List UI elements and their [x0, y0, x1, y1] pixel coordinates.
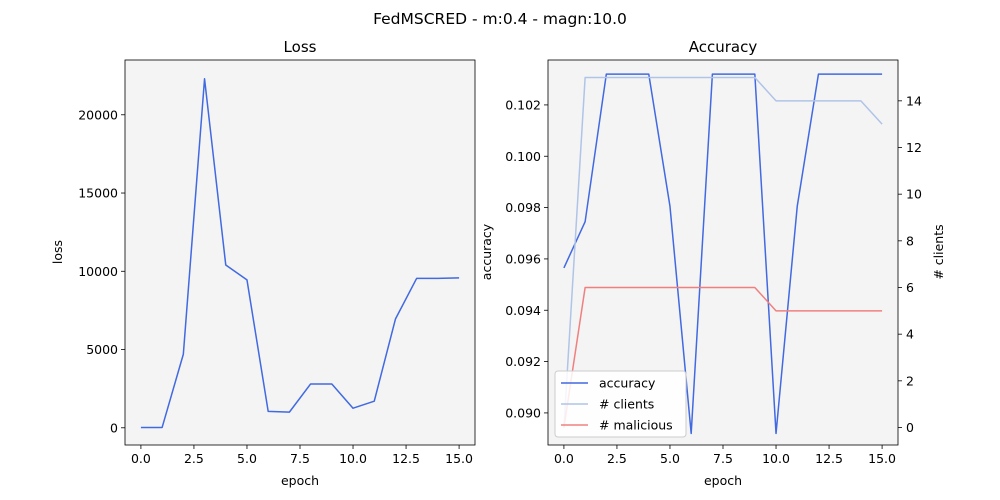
- loss-y-tick-label: 15000: [78, 186, 118, 201]
- accuracy-y-axis-label: accuracy: [479, 223, 494, 280]
- legend-frame: [554, 370, 687, 438]
- figure-suptitle: FedMSCRED - m:0.4 - magn:10.0: [373, 10, 627, 28]
- accuracy-y-tick-label: 0.096: [505, 251, 541, 266]
- loss-x-tick-label: 12.5: [392, 451, 420, 466]
- clients-y2-tick-label: 0: [906, 420, 914, 435]
- clients-y2-tick-label: 10: [906, 187, 922, 202]
- loss-lines: [140, 78, 460, 429]
- accuracy-x-tick-label: 10.0: [762, 451, 790, 466]
- accuracy-y-tick-label: 0.102: [505, 97, 541, 112]
- accuracy-ticks: 0.0 2.5 5.0 7.5 10.0 12.5 15.0 0.090 0.092 0.094 0…: [505, 93, 922, 466]
- loss-ticks: 0.0 2.5 5.0 7.5 10.0 12.5 15.0 0 5000 10000 15000 2…: [78, 107, 473, 466]
- loss-y-tick-label: 10000: [78, 264, 118, 279]
- loss-x-tick-label: 5.0: [237, 451, 257, 466]
- accuracy-x-axis-label: epoch: [704, 473, 742, 488]
- accuracy-series-malicious-line: [563, 286, 883, 428]
- accuracy-y-tick-label: 0.100: [505, 149, 541, 164]
- accuracy-y-tick-label: 0.090: [505, 405, 541, 420]
- loss-x-tick-label: 15.0: [445, 451, 473, 466]
- loss-y-axis-label: loss: [50, 240, 65, 264]
- loss-y-tick-label: 5000: [86, 342, 118, 357]
- accuracy-series-clients-line: [563, 76, 883, 428]
- loss-plot-area: [125, 60, 475, 445]
- accuracy-axes-frame: [547, 59, 899, 446]
- loss-axes-frame: [124, 59, 476, 446]
- loss-y-tick-label: 20000: [78, 107, 118, 122]
- clients-y2-axis-label: # clients: [931, 224, 946, 279]
- loss-x-tick-label: 2.5: [184, 451, 204, 466]
- accuracy-x-tick-label: 5.0: [660, 451, 680, 466]
- loss-x-tick-label: 10.0: [339, 451, 367, 466]
- accuracy-legend: accuracy # clients # malicious: [554, 370, 687, 438]
- accuracy-y-tick-label: 0.094: [505, 303, 541, 318]
- accuracy-x-tick-label: 15.0: [868, 451, 896, 466]
- accuracy-chart-title: Accuracy: [689, 38, 758, 56]
- accuracy-x-tick-label: 2.5: [607, 451, 627, 466]
- loss-x-tick-label: 7.5: [290, 451, 310, 466]
- clients-y2-tick-label: 12: [906, 140, 922, 155]
- loss-x-tick-label: 0.0: [131, 451, 151, 466]
- accuracy-y-tick-label: 0.098: [505, 200, 541, 215]
- clients-y2-tick-label: 14: [906, 93, 922, 108]
- accuracy-x-tick-label: 0.0: [554, 451, 574, 466]
- clients-y2-tick-label: 2: [906, 373, 914, 388]
- legend-label-clients: # clients: [599, 397, 654, 412]
- accuracy-x-tick-label: 7.5: [713, 451, 733, 466]
- accuracy-lines: [563, 73, 883, 435]
- accuracy-x-tick-label: 12.5: [815, 451, 843, 466]
- loss-chart: Loss epoch loss 0.0 2.5 5.0 7.5 10.0 12.5 15.0…: [50, 38, 476, 488]
- accuracy-chart: Accuracy epoch accuracy # clients 0.0 2.5…: [479, 38, 946, 488]
- accuracy-series-accuracy-line: [563, 73, 883, 435]
- clients-y2-tick-label: 4: [906, 327, 914, 342]
- loss-chart-title: Loss: [284, 38, 317, 56]
- loss-x-axis-label: epoch: [281, 473, 319, 488]
- accuracy-y-tick-label: 0.092: [505, 354, 541, 369]
- loss-series-loss-line: [140, 78, 460, 429]
- legend-label-accuracy: accuracy: [599, 376, 656, 391]
- loss-y-tick-label: 0: [110, 420, 118, 435]
- clients-y2-tick-label: 8: [906, 233, 914, 248]
- legend-label-malicious: # malicious: [599, 418, 673, 433]
- clients-y2-tick-label: 6: [906, 280, 914, 295]
